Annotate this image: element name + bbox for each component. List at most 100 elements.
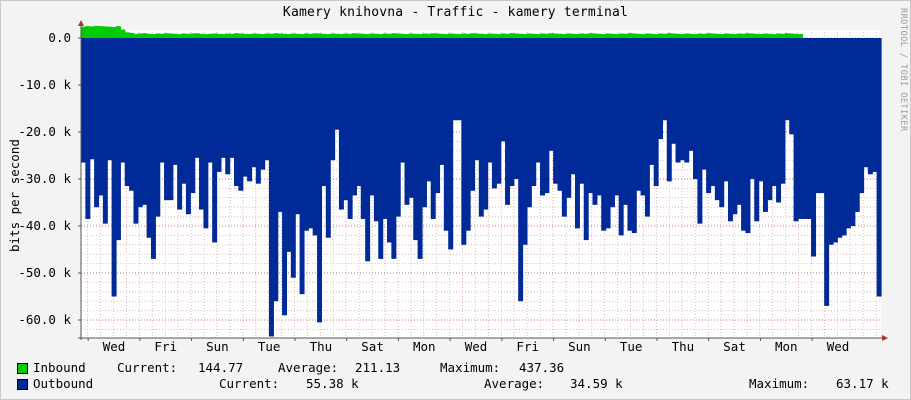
outbound-bar <box>81 38 86 163</box>
outbound-bar <box>439 38 445 165</box>
outbound-bar <box>107 38 113 161</box>
outbound-bar <box>181 38 187 184</box>
outbound-bar <box>841 38 847 236</box>
inbound-bar <box>85 26 91 38</box>
inbound-bar <box>159 33 165 38</box>
outbound-bar <box>400 38 406 163</box>
inbound-bar <box>299 34 305 38</box>
outbound-bar <box>146 38 152 238</box>
inbound-bar <box>596 33 602 38</box>
outbound-bar <box>867 38 873 175</box>
outbound-bar <box>662 38 668 121</box>
outbound-bar <box>430 38 436 219</box>
outbound-bar <box>815 38 821 194</box>
outbound-bar <box>435 38 441 194</box>
inbound-bar <box>540 33 545 38</box>
outbound-bar <box>574 38 580 229</box>
outbound-bar <box>749 38 755 179</box>
outbound-bar <box>675 38 681 163</box>
inbound-current-label: Current: <box>117 360 178 375</box>
outbound-bar <box>247 38 253 182</box>
inbound-bar <box>780 33 786 38</box>
outbound-bar <box>203 38 209 229</box>
inbound-bar <box>120 29 126 38</box>
x-tick-label: Wed <box>103 339 126 354</box>
inbound-bar <box>181 33 187 38</box>
outbound-bar <box>588 38 594 194</box>
inbound-bar <box>688 33 694 38</box>
outbound-bar <box>347 38 353 219</box>
outbound-bar <box>583 38 589 241</box>
outbound-bar <box>513 38 519 179</box>
outbound-bar <box>448 38 454 250</box>
inbound-bar <box>505 33 511 38</box>
outbound-bar <box>719 38 725 208</box>
outbound-bar <box>268 38 274 337</box>
inbound-bar <box>609 33 615 38</box>
inbound-bar <box>356 33 362 38</box>
inbound-bar <box>369 33 375 38</box>
inbound-bar <box>150 34 156 38</box>
x-tick-label: Wed <box>827 339 850 354</box>
outbound-bar <box>408 38 414 198</box>
inbound-bar <box>653 34 659 38</box>
outbound-bar <box>295 38 301 215</box>
outbound-bar <box>736 38 742 205</box>
inbound-bar <box>185 33 191 38</box>
inbound-bar <box>334 33 340 38</box>
outbound-bar <box>784 38 790 121</box>
outbound-bar <box>426 38 432 182</box>
outbound-bar <box>553 38 559 184</box>
inbound-bar <box>579 33 585 38</box>
inbound-bar <box>749 33 755 38</box>
inbound-bar <box>417 34 423 38</box>
x-tick-label: Wed <box>465 339 488 354</box>
outbound-bar <box>872 38 878 172</box>
outbound-bar <box>832 38 838 243</box>
inbound-average-label: Average: <box>278 360 339 375</box>
outbound-bar <box>177 38 183 210</box>
outbound-bar <box>120 38 126 163</box>
outbound-bar <box>251 38 257 168</box>
y-tick-label: -60.0 k <box>18 312 71 327</box>
inbound-bar <box>644 33 650 38</box>
outbound-bar <box>290 38 296 278</box>
outbound-bar <box>649 38 655 165</box>
inbound-bar <box>247 34 253 38</box>
outbound-bar <box>264 38 270 161</box>
inbound-bar <box>426 33 432 38</box>
inbound-swatch <box>17 363 28 374</box>
axes <box>78 20 888 341</box>
inbound-bar <box>172 33 178 38</box>
outbound-bar <box>164 38 170 201</box>
inbound-bar <box>500 33 506 38</box>
inbound-maximum-label: Maximum: <box>440 360 501 375</box>
inbound-bar <box>317 33 323 38</box>
inbound-bar <box>767 33 773 38</box>
inbound-bar <box>474 33 480 38</box>
inbound-bar <box>706 33 712 38</box>
inbound-bar <box>242 33 248 38</box>
outbound-bar <box>185 38 191 215</box>
inbound-bar <box>509 33 515 38</box>
outbound-bar <box>387 38 392 243</box>
outbound-bar <box>321 38 327 187</box>
outbound-bar <box>212 38 218 243</box>
x-tick-label: Sun <box>568 339 591 354</box>
outbound-bar <box>570 38 576 175</box>
inbound-bar <box>461 33 467 38</box>
outbound-bar <box>644 38 650 217</box>
inbound-bar <box>732 34 738 38</box>
inbound-bar <box>710 33 716 38</box>
outbound-bar <box>706 38 712 194</box>
inbound-bar <box>640 34 646 38</box>
x-tick-label: Mon <box>413 339 436 354</box>
outbound-bar <box>640 38 646 196</box>
inbound-bar <box>312 33 318 38</box>
inbound-bar <box>693 34 698 38</box>
outbound-bar <box>129 38 135 191</box>
outbound-bar <box>330 38 336 161</box>
inbound-bar <box>286 34 292 38</box>
inbound-average-value: 211.13 <box>355 360 401 375</box>
inbound-bar <box>89 26 95 38</box>
